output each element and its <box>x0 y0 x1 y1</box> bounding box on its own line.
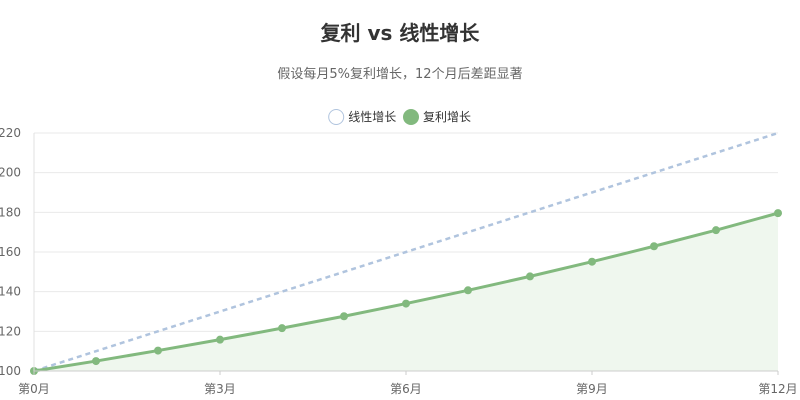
x-tick-label: 第6月 <box>390 382 422 396</box>
x-tick-label: 第9月 <box>576 382 608 396</box>
legend-marker <box>403 109 419 125</box>
data-point <box>154 346 162 355</box>
data-point <box>92 357 100 366</box>
legend-label: 线性增长 <box>348 110 396 124</box>
x-tick-label: 第12月 <box>758 382 797 396</box>
data-point <box>278 324 286 333</box>
data-point <box>216 335 224 344</box>
y-tick-label: 200 <box>0 166 21 180</box>
data-point <box>774 209 782 218</box>
data-point <box>340 312 348 321</box>
y-tick-label: 140 <box>0 285 21 299</box>
data-point <box>712 226 720 235</box>
axes: 100 120 140 160 180 200 220 第0月 第3月 第6月 第9月 第12月 <box>0 126 798 396</box>
legend: 线性增长 复利增长 <box>328 109 471 125</box>
chart-subtitle: 假设每月5%复利增长，12个月后差距显著 <box>277 66 522 82</box>
data-point <box>464 286 472 295</box>
data-point <box>402 299 410 308</box>
chart-title: 复利 vs 线性增长 <box>320 21 481 45</box>
y-tick-label: 220 <box>0 126 21 140</box>
legend-marker <box>328 109 345 125</box>
data-point <box>588 257 596 266</box>
plot-area <box>30 131 782 375</box>
legend-label: 复利增长 <box>423 110 471 124</box>
data-point <box>526 272 534 281</box>
y-tick-label: 180 <box>0 205 21 219</box>
y-tick-label: 160 <box>0 245 21 259</box>
y-tick-label: 100 <box>0 364 21 378</box>
data-point <box>650 242 658 251</box>
series-area-2 <box>34 213 778 371</box>
x-tick-label: 第3月 <box>204 382 236 396</box>
series-line-1 <box>33 131 779 373</box>
x-tick-label: 第0月 <box>18 382 50 396</box>
y-tick-label: 120 <box>0 324 21 338</box>
